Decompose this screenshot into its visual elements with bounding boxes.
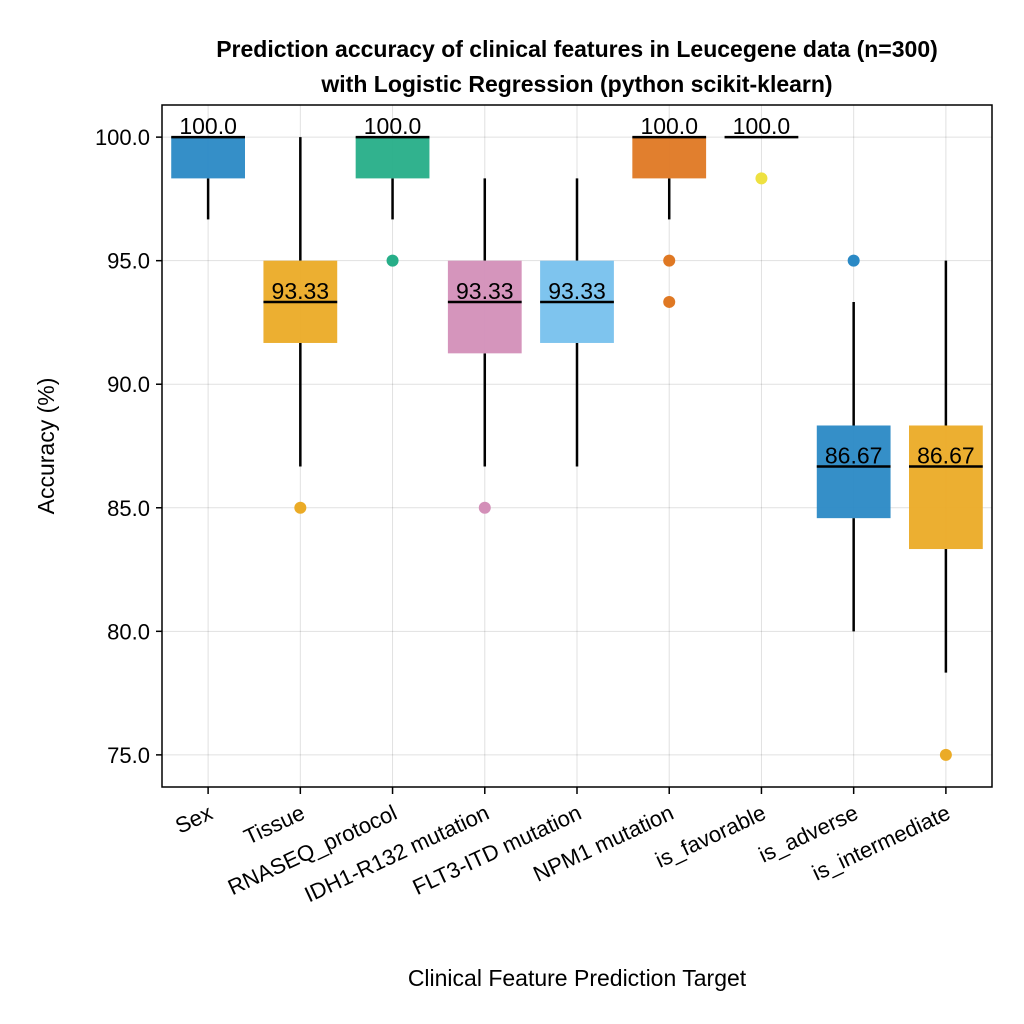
outlier-point xyxy=(939,748,952,761)
median-value-label: 100.0 xyxy=(179,113,237,139)
box-body xyxy=(816,425,891,519)
chart-title-line-1: Prediction accuracy of clinical features… xyxy=(216,36,938,62)
median-value-label: 100.0 xyxy=(733,113,791,139)
y-tick-label: 100.0 xyxy=(95,125,150,150)
y-tick-label: 90.0 xyxy=(107,372,150,397)
outlier-point xyxy=(294,501,307,514)
box-tissue: 93.33 xyxy=(263,137,338,514)
y-axis-ticks: 75.0 80.0 85.0 90.0 95.0 100.0 xyxy=(95,125,162,768)
box-is-favorable: 100.0 xyxy=(724,113,799,185)
y-tick-label: 80.0 xyxy=(107,619,150,644)
box-body xyxy=(355,137,430,179)
box-body xyxy=(171,137,245,179)
outlier-point xyxy=(663,295,676,308)
median-value-label: 86.67 xyxy=(825,443,883,469)
box-sex: 100.0 xyxy=(171,113,245,220)
y-axis-label: Accuracy (%) xyxy=(33,378,59,515)
y-tick-label: 75.0 xyxy=(107,743,150,768)
median-value-label: 100.0 xyxy=(640,113,698,139)
median-value-label: 100.0 xyxy=(364,113,422,139)
x-axis-label: Clinical Feature Prediction Target xyxy=(408,965,747,991)
box-body xyxy=(632,137,707,179)
median-value-label: 93.33 xyxy=(456,278,514,304)
outlier-point xyxy=(478,501,491,514)
box-series: 100.0 93.33 100.0 93.33 93.33 100.0 100.0 86.67… xyxy=(171,113,983,761)
chart-title-line-2: with Logistic Regression (python scikit-… xyxy=(320,71,832,97)
median-value-label: 93.33 xyxy=(548,278,606,304)
x-tick-label: Sex xyxy=(171,800,216,839)
outlier-point xyxy=(386,254,399,267)
y-tick-label: 95.0 xyxy=(107,249,150,274)
box-npm1-mutation: 100.0 xyxy=(632,113,707,308)
box-is-adverse: 86.67 xyxy=(816,254,891,632)
box-idh1-r132-mutation: 93.33 xyxy=(447,178,522,514)
outlier-point xyxy=(847,254,860,267)
box-rnaseq-protocol: 100.0 xyxy=(355,113,430,267)
box-body xyxy=(447,260,522,354)
box-body xyxy=(909,425,983,550)
median-value-label: 93.33 xyxy=(272,278,330,304)
outlier-point xyxy=(663,254,676,267)
y-tick-label: 85.0 xyxy=(107,496,150,521)
outlier-point xyxy=(755,172,768,185)
median-value-label: 86.67 xyxy=(917,443,975,469)
box-flt3-itd-mutation: 93.33 xyxy=(540,178,614,467)
box-is-intermediate: 86.67 xyxy=(909,260,983,761)
